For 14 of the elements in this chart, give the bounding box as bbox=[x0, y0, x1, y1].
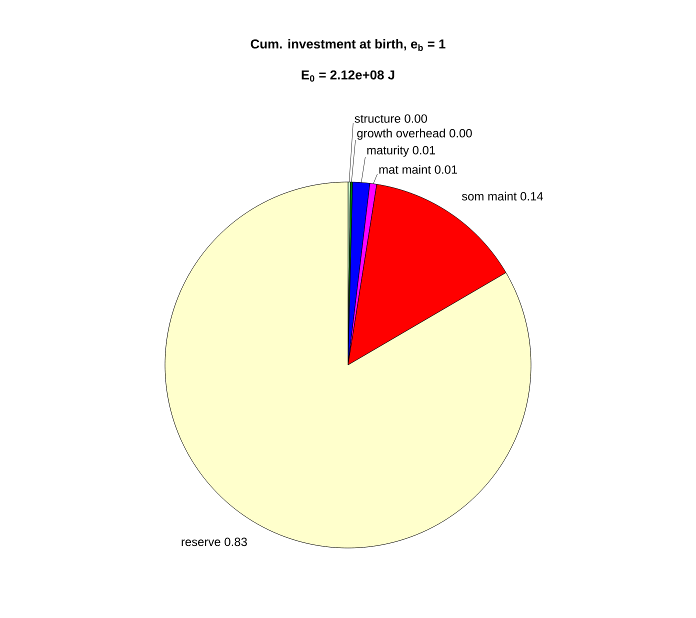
slice-label: growth overhead bbox=[357, 128, 445, 140]
data-label: 0.00 bbox=[450, 128, 472, 138]
slice-label: som maint bbox=[462, 192, 517, 201]
slice-label: structure bbox=[354, 114, 400, 123]
slice-label: reserve bbox=[182, 540, 220, 546]
slice-label: mat maint bbox=[379, 165, 431, 174]
data-label: 0.83 bbox=[224, 538, 247, 546]
data-label: 0.01 bbox=[434, 165, 458, 174]
chart-title: Cum. investment at birth, e$_{b}$ = 1 bbox=[250, 39, 446, 51]
slice-label: maturity bbox=[367, 146, 409, 157]
chart-subtitle: E$_{0}$ = 2.12e+08 J bbox=[302, 70, 394, 82]
data-label: 0.01 bbox=[412, 146, 435, 154]
data-label: 0.00 bbox=[404, 114, 427, 123]
data-label: 0.14 bbox=[520, 192, 543, 201]
